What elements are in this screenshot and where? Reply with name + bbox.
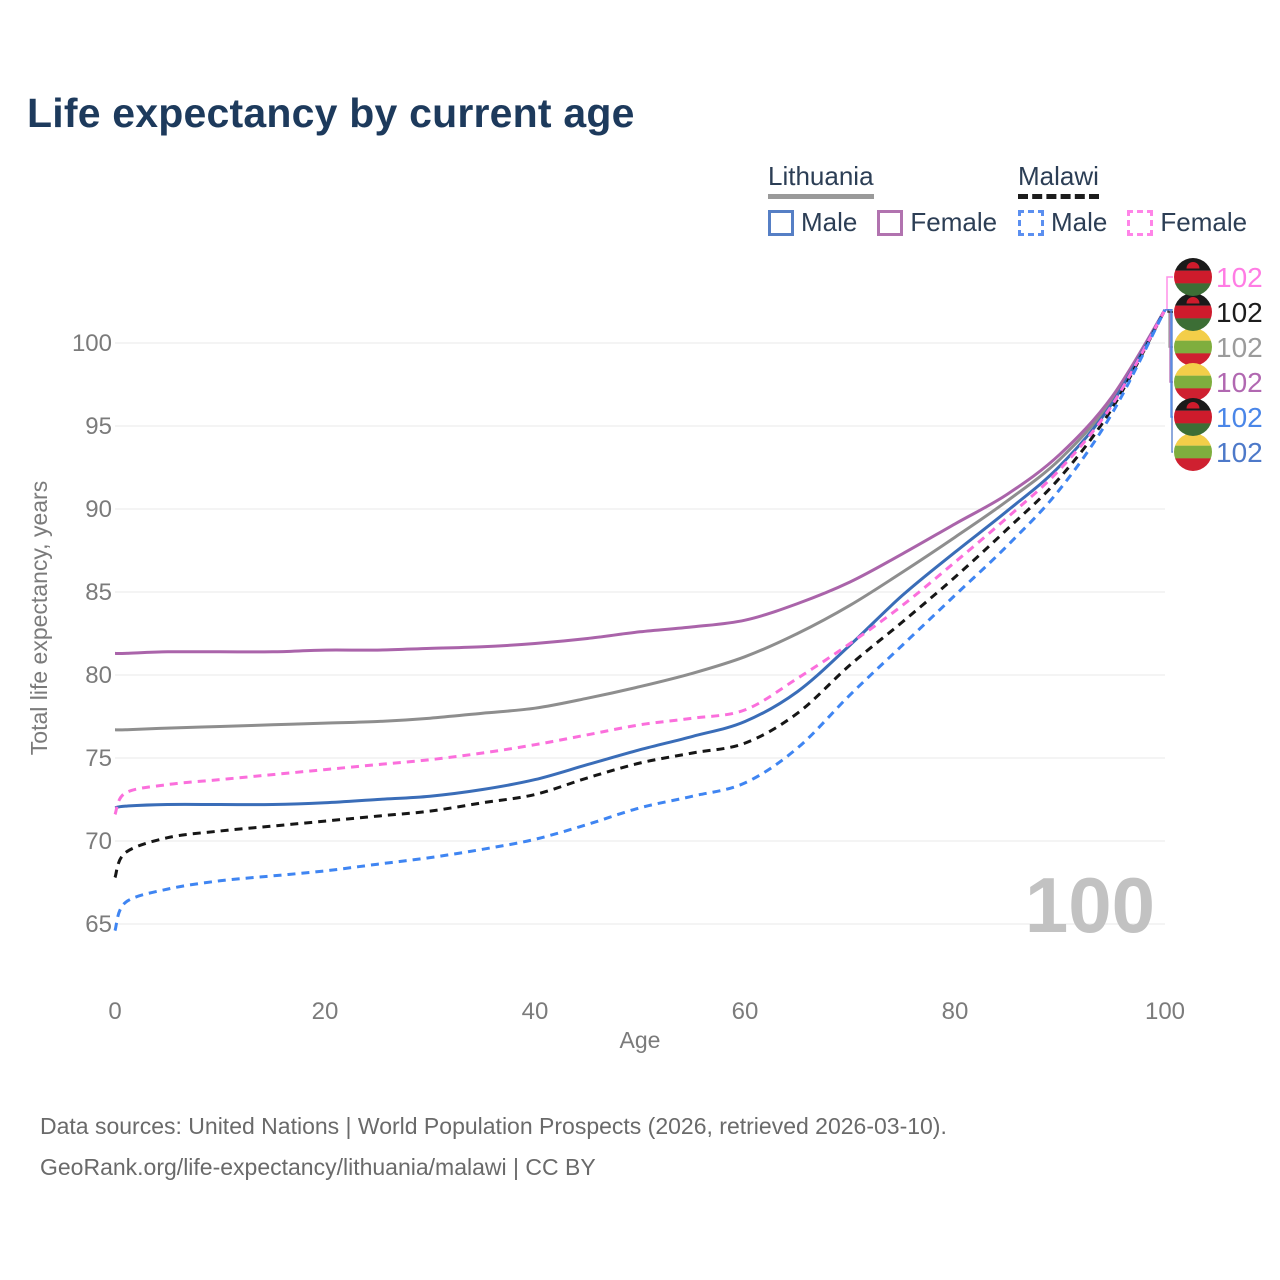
legend-toggle-malawi-female[interactable]: Female (1127, 207, 1247, 238)
end-label-leader-line (1165, 309, 1173, 418)
x-tick-label: 100 (1145, 998, 1185, 1025)
series-line-malawi-male (113, 309, 1167, 932)
malawi-flag-icon (1174, 398, 1212, 436)
legend-label-lithuania-male: Male (801, 207, 858, 237)
legend-label-malawi-female: Female (1160, 207, 1248, 237)
y-axis-title: Total life expectancy, years (26, 481, 52, 755)
series-end-value: 102 (1216, 332, 1263, 363)
legend-toggle-lithuania-male[interactable]: Male (768, 207, 857, 238)
footer: Data sources: United Nations | World Pop… (40, 1106, 947, 1188)
x-tick-label: 60 (732, 998, 759, 1025)
series-line-malawi-both (113, 309, 1167, 879)
series-line-lithuania-female (114, 309, 1167, 656)
series-line-lithuania-both (114, 309, 1167, 732)
lithuania-female-swatch-icon (877, 209, 904, 236)
legend-toggle-malawi-male[interactable]: Male (1018, 207, 1107, 238)
page-title: Life expectancy by current age (27, 90, 635, 136)
lithuania-flag-icon (1174, 328, 1212, 366)
series-line-malawi-female (113, 309, 1167, 816)
x-tick-label: 0 (108, 998, 121, 1025)
series-end-value: 102 (1216, 262, 1263, 293)
x-axis-title: Age (620, 1027, 661, 1053)
malawi-male-swatch-icon (1018, 209, 1044, 236)
malawi-flag-icon (1174, 258, 1212, 296)
legend-row-lithuania: Male Female (768, 207, 1017, 238)
series-end-value: 102 (1216, 437, 1263, 468)
end-label-leader-line (1165, 276, 1173, 311)
y-tick-label: 80 (85, 662, 112, 689)
series-end-value: 102 (1216, 402, 1263, 433)
legend-toggle-lithuania-female[interactable]: Female (877, 207, 997, 238)
footer-attribution-link: GeoRank.org/life-expectancy/lithuania/ma… (40, 1154, 596, 1180)
y-tick-label: 100 (72, 330, 112, 357)
x-tick-label: 40 (522, 998, 549, 1025)
legend-label-malawi-male: Male (1051, 207, 1108, 237)
y-tick-label: 85 (85, 579, 112, 606)
legend-country-lithuania: Lithuania (768, 161, 874, 199)
malawi-flag-icon (1174, 293, 1212, 331)
y-tick-label: 70 (85, 828, 112, 855)
x-tick-label: 20 (312, 998, 339, 1025)
lithuania-flag-icon (1174, 433, 1212, 471)
age-counter-watermark: 100 (1024, 861, 1155, 949)
lithuania-flag-icon (1174, 363, 1212, 401)
series-end-value: 102 (1216, 367, 1263, 398)
legend-label-lithuania-female: Female (910, 207, 998, 237)
y-tick-label: 65 (85, 911, 112, 938)
footer-data-sources: Data sources: United Nations | World Pop… (40, 1113, 947, 1139)
legend-country-malawi: Malawi (1018, 161, 1099, 199)
x-tick-label: 80 (942, 998, 969, 1025)
y-tick-label: 95 (85, 413, 112, 440)
legend-group-lithuania: Lithuania Male Female (768, 161, 1017, 238)
legend-row-malawi: Male Female (1018, 207, 1267, 238)
legend-group-malawi: Malawi Male Female (1018, 161, 1267, 238)
y-tick-label: 90 (85, 496, 112, 523)
lithuania-male-swatch-icon (768, 209, 794, 236)
series-line-lithuania-male (114, 309, 1167, 810)
y-tick-label: 75 (85, 745, 112, 772)
malawi-female-swatch-icon (1127, 209, 1154, 236)
series-end-value: 102 (1216, 297, 1263, 328)
